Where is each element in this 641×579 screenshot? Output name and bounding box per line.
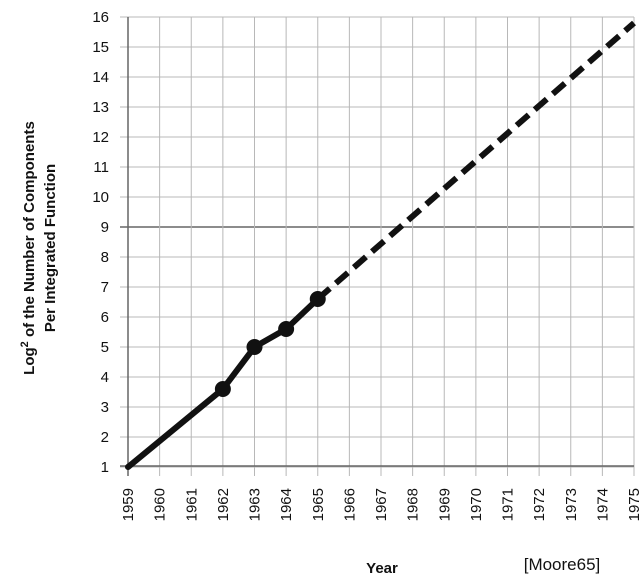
y-tick-label-7: 7 — [101, 279, 109, 296]
projection-line-2 — [315, 20, 636, 302]
x-tick-label-1974: 1974 — [594, 488, 611, 521]
y-tick-label-5: 5 — [101, 339, 109, 356]
y-tick-label-3: 3 — [101, 399, 109, 416]
y-tick-label-8: 8 — [101, 249, 109, 266]
y-tick-label-13: 13 — [92, 99, 109, 116]
y-axis-title-prefix: Log — [21, 347, 38, 375]
axes — [120, 17, 634, 476]
x-tick-label-1965: 1965 — [310, 488, 327, 521]
y-tick-label-16: 16 — [92, 9, 109, 26]
x-tick-label-1968: 1968 — [405, 488, 422, 521]
x-tick-label-1971: 1971 — [500, 488, 517, 521]
x-tick-label-1961: 1961 — [183, 488, 200, 521]
y-tick-label-4: 4 — [101, 369, 109, 386]
y-tick-label-2: 2 — [101, 429, 109, 446]
x-tick-labels: 1959 1960 1961 1962 1963 1964 1965 1966 1967 1968… — [120, 488, 641, 521]
x-tick-label-1969: 1969 — [436, 488, 453, 521]
y-axis-title-line1: of the Number of Components — [21, 121, 38, 341]
data-point-1964 — [278, 321, 295, 337]
x-tick-label-1960: 1960 — [152, 488, 169, 521]
data-point-1965 — [309, 291, 326, 307]
y-tick-label-6: 6 — [101, 309, 109, 326]
x-tick-label-1963: 1963 — [247, 488, 264, 521]
y-axis-title: Log2 of the Number of Components — [19, 121, 38, 375]
y-tick-label-11: 11 — [93, 159, 109, 176]
data-point-1963 — [246, 339, 263, 355]
x-tick-label-1964: 1964 — [278, 488, 295, 521]
x-tick-label-1973: 1973 — [563, 488, 580, 521]
x-tick-label-1959: 1959 — [120, 488, 137, 521]
data-point-1962 — [214, 381, 231, 397]
x-tick-label-1966: 1966 — [341, 488, 358, 521]
source-citation: [Moore65] — [524, 555, 601, 574]
x-tick-label-1975: 1975 — [626, 488, 641, 521]
y-axis-title-line2: Per Integrated Function — [42, 164, 59, 332]
y-tick-label-12: 12 — [92, 129, 109, 146]
x-tick-label-1962: 1962 — [215, 488, 232, 521]
y-tick-label-9: 9 — [101, 219, 109, 236]
y-tick-label-1: 1 — [101, 459, 109, 476]
x-tick-label-1972: 1972 — [531, 488, 548, 521]
y-tick-label-15: 15 — [92, 39, 109, 56]
y-tick-label-10: 10 — [92, 189, 109, 206]
y-axis-title-superscript: 2 — [19, 341, 31, 347]
x-tick-label-1967: 1967 — [373, 488, 390, 521]
x-tick-label-1970: 1970 — [468, 488, 485, 521]
series — [125, 20, 636, 470]
trend-line-0 — [219, 296, 321, 392]
x-axis-title: Year — [366, 560, 398, 577]
y-tick-label-14: 14 — [92, 69, 109, 86]
trend-line-1 — [125, 386, 226, 470]
